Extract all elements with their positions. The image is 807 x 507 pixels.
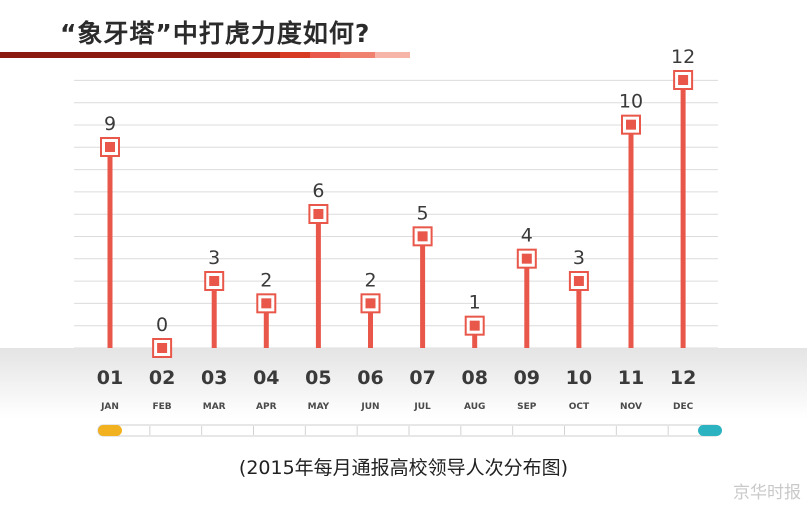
data-label: 0: [156, 314, 168, 336]
data-marker: [105, 142, 115, 152]
title-bar-segment: [0, 52, 240, 58]
title-bar-segment: [310, 52, 340, 58]
data-marker: [365, 298, 376, 309]
x-tick-label: 07: [409, 367, 435, 389]
data-marker: [313, 209, 324, 219]
data-marker: [469, 320, 480, 331]
data-label: 2: [260, 269, 272, 291]
x-tick-label: 08: [461, 367, 487, 389]
x-tick-sublabel: AUG: [464, 402, 485, 412]
x-tick-sublabel: JAN: [100, 402, 119, 412]
data-marker: [573, 276, 584, 286]
x-tick-sublabel: MAY: [308, 402, 330, 412]
x-tick-label: 05: [305, 367, 331, 389]
x-tick-label: 02: [149, 367, 175, 389]
x-tick-sublabel: OCT: [569, 402, 590, 412]
x-tick-label: 09: [514, 367, 540, 389]
data-label: 4: [521, 225, 533, 247]
x-tick-sublabel: DEC: [673, 402, 694, 412]
data-marker: [417, 231, 428, 242]
data-marker: [521, 253, 532, 264]
chart-caption: (2015年每月通报高校领导人次分布图): [238, 457, 569, 479]
floor-band: [0, 348, 807, 418]
data-label: 10: [619, 91, 643, 113]
title-bar-segment: [340, 52, 375, 58]
timeline-end-cap: [698, 425, 722, 436]
data-label: 5: [417, 202, 429, 224]
timeline-start-cap: [98, 425, 122, 436]
x-tick-sublabel: NOV: [620, 402, 642, 412]
data-label: 3: [573, 247, 585, 269]
x-tick-sublabel: APR: [256, 402, 277, 412]
x-tick-label: 11: [618, 367, 644, 389]
x-tick-label: 03: [201, 367, 227, 389]
x-tick-sublabel: MAR: [203, 402, 226, 412]
x-tick-label: 04: [253, 367, 279, 389]
watermark-text: 京华时报: [733, 483, 801, 503]
x-tick-label: 10: [566, 367, 592, 389]
title-underline-bar: [0, 52, 410, 58]
data-label: 6: [312, 180, 324, 202]
x-tick-sublabel: SEP: [517, 402, 537, 412]
data-marker: [209, 276, 220, 286]
data-label: 3: [208, 247, 220, 269]
x-tick-label: 01: [97, 367, 123, 389]
data-label: 9: [104, 113, 116, 135]
x-tick-sublabel: JUL: [413, 402, 431, 412]
data-marker: [261, 298, 272, 309]
x-tick-sublabel: FEB: [153, 402, 172, 412]
data-marker: [626, 119, 636, 130]
data-label: 1: [469, 292, 481, 314]
title-bar-segment: [240, 52, 280, 58]
data-label: 2: [364, 269, 376, 291]
title-bar-segment: [375, 52, 410, 58]
data-marker: [678, 75, 689, 85]
page-title: “象牙塔”中打虎力度如何?: [60, 19, 371, 48]
data-marker: [157, 343, 168, 353]
x-tick-sublabel: JUN: [360, 402, 379, 412]
x-tick-label: 06: [357, 367, 383, 389]
title-bar-segment: [280, 52, 310, 58]
x-tick-label: 12: [670, 367, 696, 389]
data-label: 12: [671, 46, 695, 68]
